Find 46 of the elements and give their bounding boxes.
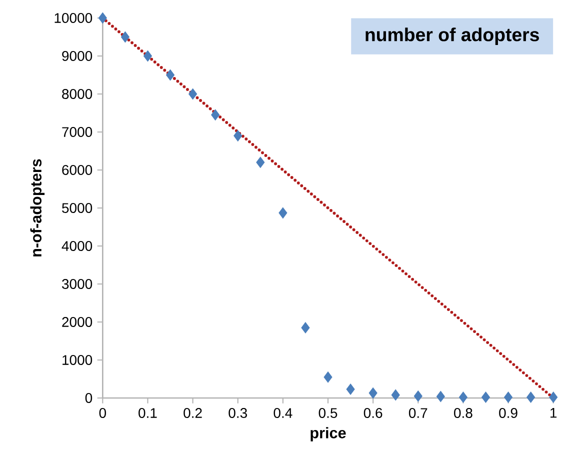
y-tick-label: 10000 [54, 13, 92, 23]
y-tick-label: 7000 [62, 127, 92, 137]
point [188, 88, 198, 100]
x-tick-label: 0 [99, 408, 106, 418]
y-tick-label: 2000 [62, 317, 92, 327]
point [278, 207, 288, 219]
point [414, 390, 422, 402]
point [504, 392, 513, 403]
point [481, 392, 490, 403]
point [143, 50, 152, 62]
point [98, 12, 107, 24]
point [120, 31, 130, 43]
x-tick-label: 0.4 [274, 408, 292, 418]
point [526, 392, 536, 403]
point [324, 372, 332, 383]
point [368, 387, 378, 399]
chart-title: number of adopters [366, 28, 539, 45]
y-tick-label: 8000 [62, 89, 92, 99]
x-tick-label: 0.3 [228, 408, 247, 418]
point [346, 384, 355, 395]
x-axis-title: price [310, 427, 346, 442]
point [436, 390, 445, 402]
x-tick-label: 0.2 [184, 408, 202, 418]
point [391, 389, 400, 401]
point [166, 69, 175, 81]
x-tick-label: 0.5 [318, 408, 338, 418]
x-tick-label: 1 [550, 408, 557, 418]
x-tick-label: 0.7 [408, 408, 428, 418]
point [549, 392, 558, 403]
x-tick-label: 0.1 [138, 408, 157, 418]
y-tick-label: 1000 [62, 355, 92, 365]
point [211, 109, 220, 120]
point [301, 322, 310, 334]
point [234, 130, 242, 142]
y-tick-label: 0 [85, 393, 92, 403]
y-tick-label: 5000 [62, 203, 92, 213]
y-tick-label: 6000 [62, 165, 92, 175]
point [458, 392, 468, 403]
y-axis-title: n-of-adopters [30, 159, 45, 256]
x-tick-label: 0.6 [364, 408, 382, 418]
point [256, 156, 265, 168]
y-tick-label: 4000 [62, 241, 92, 251]
y-tick-label: 3000 [62, 279, 92, 289]
y-tick-label: 9000 [62, 51, 92, 61]
x-tick-label: 0.8 [454, 408, 472, 418]
x-tick-label: 0.9 [499, 408, 518, 418]
